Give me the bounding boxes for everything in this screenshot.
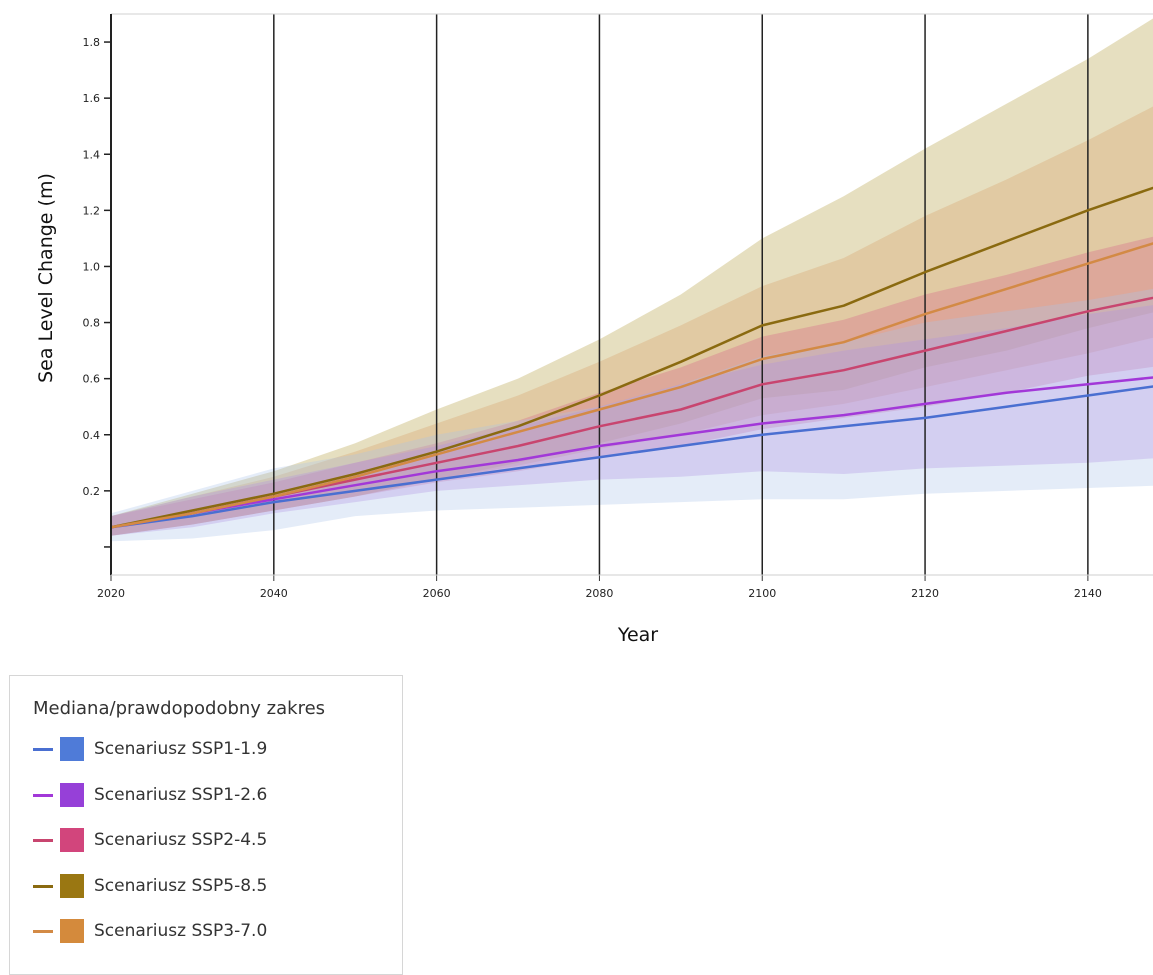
x-axis-title: Year xyxy=(617,624,658,646)
x-tick-label-2080: 2080 xyxy=(585,587,613,600)
y-tick-label-0.6: 0.6 xyxy=(83,373,101,386)
x-tick-label-2040: 2040 xyxy=(260,587,288,600)
y-tick-label-1.8: 1.8 xyxy=(83,36,101,49)
legend-item-ssp3-7-0[interactable]: Scenariusz SSP3-7.0 xyxy=(33,918,267,944)
legend-line-ssp1-2-6 xyxy=(33,793,53,797)
legend-label-ssp3-7-0: Scenariusz SSP3-7.0 xyxy=(94,921,268,941)
band-scenariusz-ssp2-4-5 xyxy=(111,236,1153,536)
band-scenariusz-ssp5-8-5 xyxy=(111,18,1153,536)
legend: Mediana/prawdopodobny zakres Scenariusz … xyxy=(9,675,403,975)
legend-item-ssp5-8-5[interactable]: Scenariusz SSP5-8.5 xyxy=(33,873,267,899)
x-tick-label-2100: 2100 xyxy=(748,587,776,600)
y-tick-label-1.0: 1.0 xyxy=(83,260,101,273)
y-tick-label-1.4: 1.4 xyxy=(83,148,101,161)
median-line-scenariusz-ssp5-8-5 xyxy=(111,186,1153,529)
legend-line-ssp1-1-9 xyxy=(33,747,53,751)
y-tick-label-0.2: 0.2 xyxy=(83,485,101,498)
median-line-scenariusz-ssp3-7-0 xyxy=(111,242,1153,529)
x-tick-label-2120: 2120 xyxy=(911,587,939,600)
y-tick-label-0.8: 0.8 xyxy=(83,317,101,330)
legend-label-ssp1-2-6: Scenariusz SSP1-2.6 xyxy=(94,785,268,805)
band-scenariusz-ssp1-1-9 xyxy=(111,288,1153,542)
legend-swatch-ssp1-2-6 xyxy=(60,783,84,807)
legend-swatch-ssp1-1-9 xyxy=(60,737,84,761)
legend-item-ssp1-2-6[interactable]: Scenariusz SSP1-2.6 xyxy=(33,782,267,808)
y-tick-label-1.2: 1.2 xyxy=(83,204,101,217)
legend-title: Mediana/prawdopodobny zakres xyxy=(33,698,326,719)
legend-label-ssp1-1-9: Scenariusz SSP1-1.9 xyxy=(94,739,268,759)
legend-item-ssp2-4-5[interactable]: Scenariusz SSP2-4.5 xyxy=(33,827,267,853)
x-tick-label-2060: 2060 xyxy=(423,587,451,600)
x-tick-label-2140: 2140 xyxy=(1074,587,1102,600)
sea-level-chart: 2020 2040 2060 2080 2100 2120 2140 0.2 0.4 0.6 0.8… xyxy=(35,13,1153,646)
median-line-scenariusz-ssp1-1-9 xyxy=(111,385,1153,529)
band-scenariusz-ssp3-7-0 xyxy=(111,106,1153,536)
y-axis-title: Sea Level Change (m) xyxy=(35,173,57,383)
x-tick-label-2020: 2020 xyxy=(97,587,125,600)
median-lines-group xyxy=(111,186,1153,529)
axes-group: 2020 2040 2060 2080 2100 2120 2140 0.2 0.4 0.6 0.8… xyxy=(35,13,1153,646)
y-tick-label-1.6: 1.6 xyxy=(83,92,101,105)
grid-group xyxy=(273,14,1089,575)
legend-swatch-ssp2-4-5 xyxy=(60,828,84,852)
bands-group xyxy=(111,18,1153,542)
legend-swatch-ssp5-8-5 xyxy=(60,874,84,898)
legend-swatch-ssp3-7-0 xyxy=(60,919,84,943)
legend-line-ssp3-7-0 xyxy=(33,929,53,933)
legend-line-ssp5-8-5 xyxy=(33,884,53,888)
legend-label-ssp2-4-5: Scenariusz SSP2-4.5 xyxy=(94,830,268,850)
legend-line-ssp2-4-5 xyxy=(33,838,53,842)
median-line-scenariusz-ssp1-2-6 xyxy=(111,376,1153,529)
y-tick-label-0.4: 0.4 xyxy=(83,429,101,442)
legend-item-ssp1-1-9[interactable]: Scenariusz SSP1-1.9 xyxy=(33,736,267,762)
legend-label-ssp5-8-5: Scenariusz SSP5-8.5 xyxy=(94,876,268,896)
